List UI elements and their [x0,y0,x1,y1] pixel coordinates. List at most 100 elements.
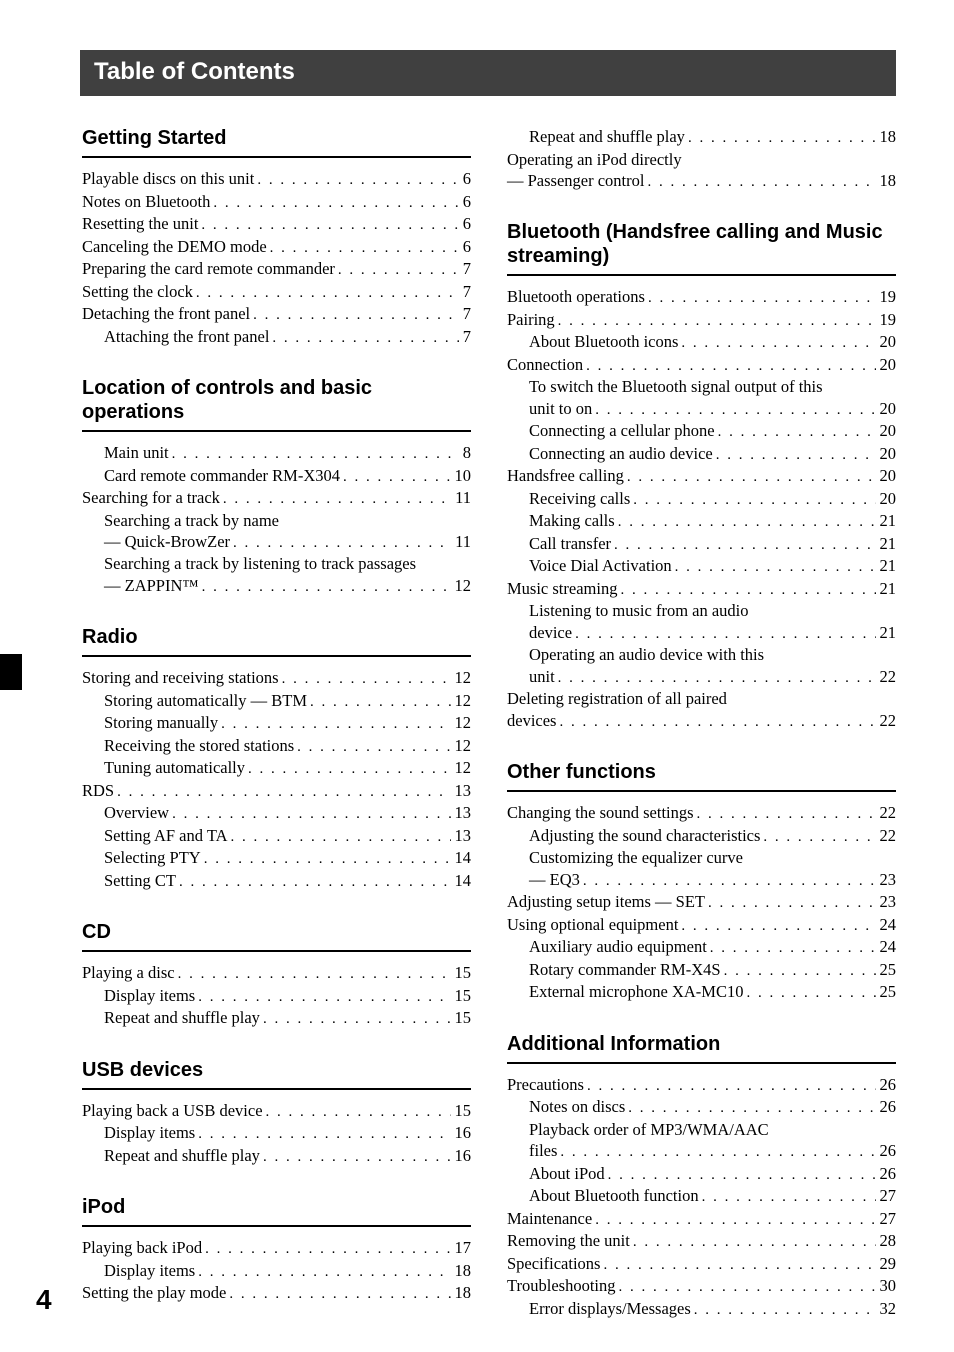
toc-entry-page: 25 [876,959,897,980]
toc-entry: Handsfree calling20 [507,465,896,488]
toc-entry-page: 18 [451,1282,472,1303]
toc-entry-label: Repeat and shuffle play [104,1007,260,1028]
toc-entry-page: 6 [459,168,471,189]
toc-entry-page: 12 [451,712,472,733]
toc-leader-dots [713,446,876,466]
toc-entry-text: Searching a track by name [82,510,471,531]
toc-entry-label: Rotary commander RM-X4S [529,959,721,980]
toc-entry-page: 32 [876,1298,897,1319]
toc-entry-label: Playing a disc [82,962,175,983]
toc-entry-label: Display items [104,1260,195,1281]
toc-entry-page: 16 [451,1122,472,1143]
toc-entry-page: 22 [876,710,897,731]
toc-entry-label: Bluetooth operations [507,286,645,307]
toc-entry-label: Pairing [507,309,555,330]
toc-entry-page: 11 [451,487,471,508]
toc-entry: Rotary commander RM-X4S 25 [507,959,896,982]
toc-entry: Detaching the front panel7 [82,303,471,326]
toc-entry-label: Notes on discs [529,1096,625,1117]
toc-entry-label: Removing the unit [507,1230,630,1251]
toc-entry: Preparing the card remote commander7 [82,258,471,281]
toc-leader-dots [254,171,458,191]
toc-entry-page: 12 [451,575,472,596]
toc-leader-dots [198,216,458,236]
toc-entry-text: Operating an iPod directly [507,149,896,170]
toc-entry: Receiving calls20 [507,488,896,511]
toc-entry-label: Adjusting the sound characteristics [529,825,760,846]
toc-entry: Card remote commander RM-X30410 [82,465,471,488]
toc-entry-page: 14 [451,870,472,891]
toc-leader-dots [583,357,875,377]
toc-entry: Playing back iPod17 [82,1237,471,1260]
toc-leader-dots [694,805,876,825]
toc-entry: — EQ323 [507,869,896,892]
toc-entry: Using optional equipment 24 [507,914,896,937]
toc-entry-label: Resetting the unit [82,213,198,234]
toc-entry: Notes on discs26 [507,1096,896,1119]
toc-entry-page: 8 [459,442,471,463]
toc-leader-dots [624,468,876,488]
toc-leader-dots [260,1148,451,1168]
toc-leader-dots [721,962,876,982]
toc-entry-page: 20 [876,443,897,464]
section-title: Other functions [507,760,896,784]
toc-leader-dots [616,1278,876,1298]
toc-columns: Getting StartedPlayable discs on this un… [82,126,896,1348]
section-divider [82,655,471,657]
side-tab [0,654,22,690]
toc-entry-page: 12 [451,735,472,756]
toc-entry: Display items15 [82,985,471,1008]
toc-entry-label: Detaching the front panel [82,303,250,324]
toc-leader-dots [245,760,450,780]
toc-entry: Specifications29 [507,1253,896,1276]
toc-entry-label: Playing back a USB device [82,1100,263,1121]
section-divider [507,1062,896,1064]
toc-entry: Repeat and shuffle play16 [82,1145,471,1168]
toc-entry: Making calls21 [507,510,896,533]
toc-entry: Storing manually12 [82,712,471,735]
toc-entry: Setting the play mode18 [82,1282,471,1305]
toc-entry-page: 18 [876,170,897,191]
toc-entry-page: 20 [876,465,897,486]
toc-entry-label: Playable discs on this unit [82,168,254,189]
toc-entry: Error displays/Messages32 [507,1298,896,1321]
toc-leader-dots [630,1233,876,1253]
toc-leader-dots [169,805,450,825]
section-divider [82,1088,471,1090]
toc-entry: device21 [507,622,896,645]
section-title: Radio [82,625,471,649]
toc-entry-label: Searching for a track [82,487,220,508]
toc-leader-dots [685,129,876,149]
toc-entry-page: 12 [451,690,472,711]
toc-entry-label: Playing back iPod [82,1237,202,1258]
toc-entry-text: Deleting registration of all paired [507,688,896,709]
toc-entry-page: 25 [876,981,897,1002]
toc-entry-page: 7 [459,281,471,302]
toc-entry-page: 24 [876,914,897,935]
toc-entry-page: 22 [876,802,897,823]
toc-entry: Repeat and shuffle play 15 [82,1007,471,1030]
toc-entry-page: 24 [876,936,897,957]
toc-entry-label: Overview [104,802,169,823]
toc-entry: Music streaming21 [507,578,896,601]
toc-entry: Connection20 [507,354,896,377]
toc-entry-page: 28 [876,1230,897,1251]
toc-leader-dots [743,984,875,1004]
toc-entry-label: Troubleshooting [507,1275,616,1296]
toc-entry-label: unit [529,666,555,687]
toc-entry-page: 15 [451,1007,472,1028]
toc-entry-label: Setting CT [104,870,176,891]
toc-entry-label: Display items [104,1122,195,1143]
toc-list: Storing and receiving stations12 Storing … [82,667,471,892]
toc-entry-text: Searching a track by listening to track … [82,553,471,574]
toc-entry-page: 27 [876,1185,897,1206]
toc-entry: Notes on Bluetooth6 [82,191,471,214]
toc-leader-dots [307,693,450,713]
section-divider [82,430,471,432]
toc-entry-label: Music streaming [507,578,617,599]
toc-leader-dots [557,1143,875,1163]
toc-entry-label: Using optional equipment [507,914,678,935]
toc-entry-label: files [529,1140,557,1161]
toc-entry: Storing and receiving stations12 [82,667,471,690]
toc-leader-dots [600,1256,875,1276]
